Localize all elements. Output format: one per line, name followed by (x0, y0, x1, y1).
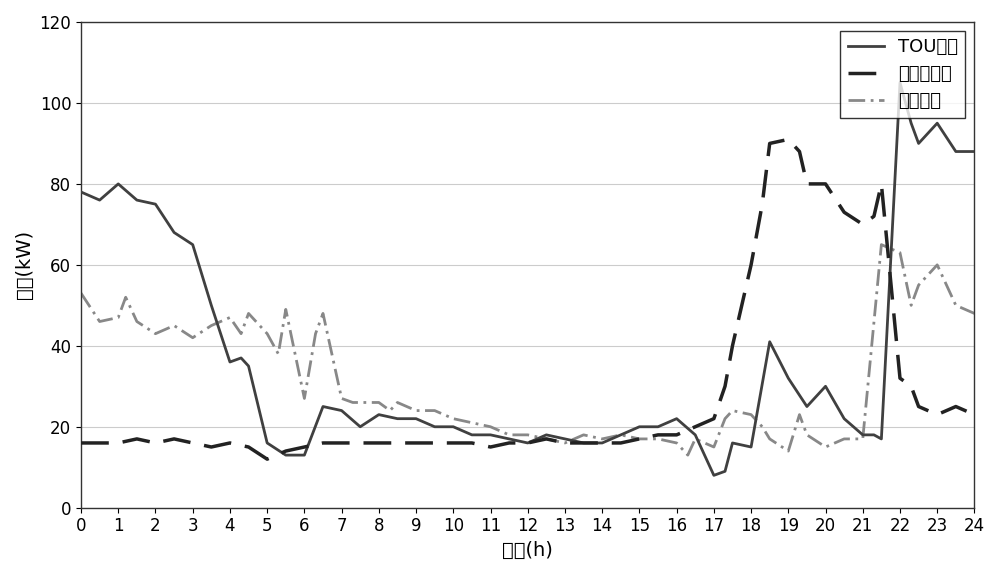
优化充电 (317, 310, 329, 317)
Line: TOU充电: TOU充电 (81, 83, 974, 476)
TOU充电 (75, 189, 87, 196)
TOU充电 (317, 403, 329, 410)
优化充电 (347, 399, 359, 406)
Y-axis label: 功率(kW): 功率(kW) (15, 231, 34, 300)
无控制充电 (782, 136, 794, 143)
优化充电 (75, 290, 87, 297)
优化充电 (875, 241, 887, 248)
无控制充电 (968, 411, 980, 418)
无控制充电 (75, 439, 87, 446)
无控制充电 (243, 443, 255, 450)
TOU充电 (615, 431, 627, 438)
优化充电 (354, 399, 366, 406)
TOU充电 (689, 431, 701, 438)
无控制充电 (689, 423, 701, 430)
TOU充电 (708, 472, 720, 479)
TOU充电 (671, 415, 683, 422)
TOU充电 (968, 148, 980, 155)
Legend: TOU充电, 无控制充电, 优化充电: TOU充电, 无控制充电, 优化充电 (840, 31, 965, 117)
Line: 优化充电: 优化充电 (81, 244, 974, 455)
无控制充电 (261, 456, 273, 463)
优化充电 (235, 330, 247, 337)
无控制充电 (466, 439, 478, 446)
优化充电 (968, 310, 980, 317)
优化充电 (298, 395, 310, 402)
TOU充电 (894, 79, 906, 86)
优化充电 (682, 451, 694, 458)
无控制充电 (633, 435, 645, 442)
无控制充电 (671, 431, 683, 438)
无控制充电 (745, 262, 757, 269)
优化充电 (652, 435, 664, 442)
Line: 无控制充电: 无控制充电 (81, 139, 974, 459)
TOU充电 (801, 403, 813, 410)
TOU充电 (633, 423, 645, 430)
X-axis label: 时间(h): 时间(h) (502, 541, 553, 560)
